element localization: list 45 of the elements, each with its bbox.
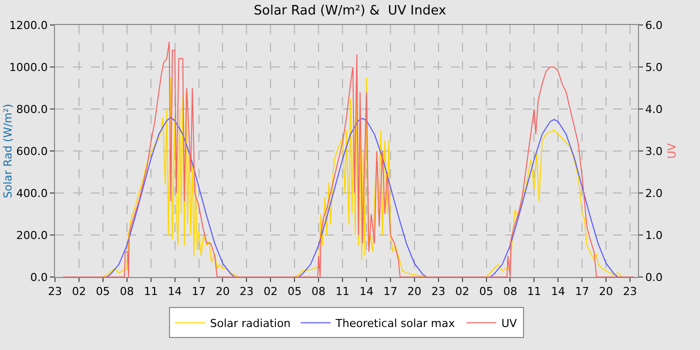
y-tick-label: 1200.0 <box>9 18 48 32</box>
x-tick-label: 20 <box>216 285 230 298</box>
legend-label: Solar radiation <box>210 317 291 330</box>
y2-tick-label: 1.0 <box>645 228 663 242</box>
x-tick-label: 05 <box>96 285 110 298</box>
x-tick-label: 23 <box>623 285 638 298</box>
x-tick-label: 17 <box>575 285 590 298</box>
y2-tick-label: 0.0 <box>645 270 663 284</box>
x-tick-label: 08 <box>120 285 134 298</box>
x-tick-label: 20 <box>599 285 614 298</box>
y-axis-title: Solar Rad (W/m²) <box>1 104 14 198</box>
x-tick-label: 14 <box>551 285 566 298</box>
y-tick-label: 600.0 <box>16 144 48 158</box>
x-tick-label: 23 <box>48 285 62 298</box>
y2-tick-label: 2.0 <box>645 186 663 200</box>
legend-label: Theoretical solar max <box>334 317 456 330</box>
x-tick-label: 11 <box>527 285 542 298</box>
y2-tick-label: 6.0 <box>645 18 663 32</box>
y-tick-label: 200.0 <box>16 228 48 242</box>
y2-tick-label: 3.0 <box>645 144 663 158</box>
y-tick-label: 1000.0 <box>9 60 48 74</box>
x-tick-label: 17 <box>192 285 206 298</box>
x-tick-label: 23 <box>431 285 446 298</box>
y-tick-label: 0.0 <box>30 270 48 284</box>
x-tick-label: 11 <box>336 285 350 298</box>
x-tick-label: 20 <box>407 285 422 298</box>
x-tick-label: 05 <box>479 285 494 298</box>
x-tick-label: 08 <box>312 285 326 298</box>
x-tick-label: 11 <box>144 285 158 298</box>
x-tick-label: 17 <box>383 285 398 298</box>
x-tick-label: 23 <box>240 285 254 298</box>
x-tick-label: 14 <box>168 285 182 298</box>
x-tick-label: 02 <box>72 285 86 298</box>
y-tick-label: 800.0 <box>16 102 48 116</box>
x-tick-label: 14 <box>359 285 374 298</box>
x-tick-label: 02 <box>455 285 470 298</box>
x-tick-label: 05 <box>288 285 302 298</box>
y2-tick-label: 5.0 <box>645 60 663 74</box>
y2-tick-label: 4.0 <box>645 102 663 116</box>
y-tick-label: 400.0 <box>16 186 48 200</box>
chart-title: Solar Rad (W/m²) & UV Index <box>254 3 447 18</box>
x-tick-label: 02 <box>264 285 278 298</box>
x-tick-label: 08 <box>503 285 518 298</box>
y2-axis-title: UV <box>666 142 678 159</box>
legend-label: UV <box>501 317 518 330</box>
